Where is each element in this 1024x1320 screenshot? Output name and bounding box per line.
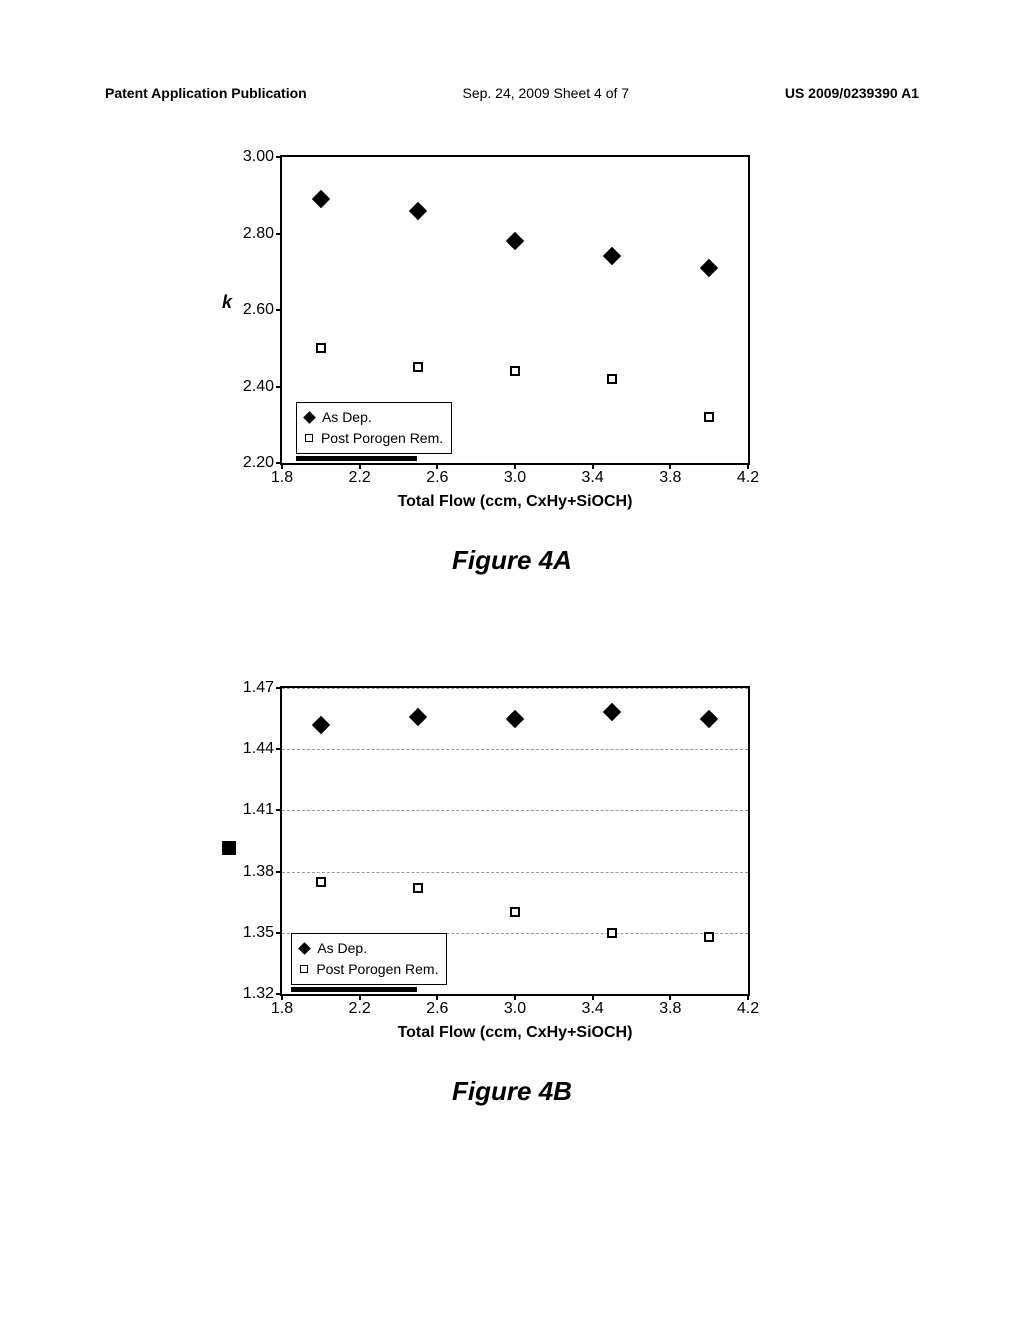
chart-b-ytick: 1.47	[243, 679, 274, 697]
chart-a-point-asdep	[603, 247, 621, 265]
chart-b-point-postporogen	[704, 932, 714, 942]
square-icon	[300, 965, 308, 973]
chart-b-legend-label: Post Porogen Rem.	[316, 959, 438, 980]
chart-a-ytick-mark	[276, 309, 282, 311]
chart-b-xtick: 3.0	[504, 1000, 526, 1018]
chart-a-ytick: 2.40	[243, 378, 274, 396]
chart-b-plot: Total Flow (ccm, CxHy+SiOCH) 1.321.351.3…	[280, 686, 750, 996]
chart-a-legend-item: Post Porogen Rem.	[303, 428, 443, 449]
chart-b-ytick: 1.35	[243, 924, 274, 942]
chart-a-legend: As Dep.Post Porogen Rem.	[296, 402, 452, 454]
chart-a-ytick-mark	[276, 156, 282, 158]
chart-a-legend-underline	[296, 456, 417, 461]
chart-b-xtick: 1.8	[271, 1000, 293, 1018]
chart-a-xtick: 3.8	[659, 469, 681, 487]
chart-a-xtick-mark	[669, 463, 671, 469]
chart-b-point-postporogen	[413, 883, 423, 893]
chart-a-point-postporogen	[607, 374, 617, 384]
chart-a-ytick: 3.00	[243, 148, 274, 166]
chart-b-point-postporogen	[607, 928, 617, 938]
chart-b-point-asdep	[603, 703, 621, 721]
chart-a-ytick: 2.60	[243, 301, 274, 319]
chart-b-x-label: Total Flow (ccm, CxHy+SiOCH)	[398, 1024, 633, 1042]
chart-a-xtick-mark	[436, 463, 438, 469]
chart-b-legend-underline	[291, 987, 417, 992]
chart-a-xtick-mark	[592, 463, 594, 469]
chart-a-point-asdep	[506, 232, 524, 250]
chart-a-xtick-mark	[514, 463, 516, 469]
chart-a-ytick: 2.80	[243, 225, 274, 243]
chart-a-legend-label: Post Porogen Rem.	[321, 428, 443, 449]
header-right: US 2009/0239390 A1	[785, 85, 919, 101]
chart-a-xtick-mark	[359, 463, 361, 469]
chart-b-wrap: Total Flow (ccm, CxHy+SiOCH) 1.32 1.35 1.3…	[0, 686, 1024, 1107]
chart-b-xtick-mark	[592, 994, 594, 1000]
chart-b-caption: Figure 4B	[0, 1076, 1024, 1107]
chart-b-xtick: 3.4	[582, 1000, 604, 1018]
chart-a-plot: k Total Flow (ccm, CxHy+SiOCH) 2.202.402…	[280, 155, 750, 465]
chart-a-xtick-mark	[281, 463, 283, 469]
chart-a-wrap: k Total Flow (ccm, CxHy+SiOCH) 2.20 2.40 2…	[0, 155, 1024, 576]
chart-a-xtick: 2.6	[426, 469, 448, 487]
chart-a-ytick-mark	[276, 233, 282, 235]
chart-a-xtick: 4.2	[737, 469, 759, 487]
page-header: Patent Application Publication Sep. 24, …	[105, 85, 919, 101]
chart-b-legend: As Dep.Post Porogen Rem.	[291, 933, 447, 985]
chart-b-gridline	[282, 688, 748, 689]
chart-a-xtick: 2.2	[349, 469, 371, 487]
chart-a-xtick-mark	[747, 463, 749, 469]
header-center: Sep. 24, 2009 Sheet 4 of 7	[462, 85, 629, 101]
chart-a-point-postporogen	[316, 343, 326, 353]
chart-a-ytick-mark	[276, 386, 282, 388]
chart-a-caption: Figure 4A	[0, 545, 1024, 576]
diamond-icon	[303, 411, 316, 424]
chart-b-xtick: 3.8	[659, 1000, 681, 1018]
chart-a-legend-label: As Dep.	[322, 407, 372, 428]
chart-a-ytick: 2.20	[243, 454, 274, 472]
chart-b-point-postporogen	[316, 877, 326, 887]
chart-b-ytick: 1.44	[243, 740, 274, 758]
chart-b-legend-item: As Dep.	[298, 938, 438, 959]
chart-b-xtick: 4.2	[737, 1000, 759, 1018]
chart-a-point-asdep	[409, 201, 427, 219]
chart-b-legend-label: As Dep.	[317, 938, 367, 959]
diamond-icon	[298, 942, 311, 955]
chart-b-legend-item: Post Porogen Rem.	[298, 959, 438, 980]
chart-b-point-asdep	[312, 716, 330, 734]
chart-b-gridline	[282, 872, 748, 873]
chart-b-ytick: 1.41	[243, 801, 274, 819]
chart-b-point-postporogen	[510, 907, 520, 917]
chart-b-xtick-mark	[669, 994, 671, 1000]
header-left: Patent Application Publication	[105, 85, 307, 101]
chart-b-y-label-block	[222, 841, 236, 855]
page-body: k Total Flow (ccm, CxHy+SiOCH) 2.20 2.40 2…	[0, 130, 1024, 1320]
chart-b-ytick: 1.32	[243, 985, 274, 1003]
chart-a-xtick: 1.8	[271, 469, 293, 487]
chart-a-point-asdep	[700, 259, 718, 277]
chart-a-point-postporogen	[704, 412, 714, 422]
chart-a-xtick: 3.4	[582, 469, 604, 487]
chart-b-xtick: 2.6	[426, 1000, 448, 1018]
chart-a-point-postporogen	[510, 366, 520, 376]
square-icon	[305, 434, 313, 442]
chart-a-y-label: k	[222, 292, 232, 313]
chart-b-point-asdep	[409, 707, 427, 725]
chart-a-point-asdep	[312, 190, 330, 208]
chart-b-xtick-mark	[359, 994, 361, 1000]
chart-b-xtick-mark	[436, 994, 438, 1000]
chart-b-xtick-mark	[281, 994, 283, 1000]
chart-a-xtick: 3.0	[504, 469, 526, 487]
chart-a-point-postporogen	[413, 362, 423, 372]
chart-b-point-asdep	[506, 709, 524, 727]
chart-b-ytick: 1.38	[243, 863, 274, 881]
chart-b-xtick: 2.2	[349, 1000, 371, 1018]
chart-b-xtick-mark	[514, 994, 516, 1000]
chart-b-point-asdep	[700, 709, 718, 727]
chart-b-xtick-mark	[747, 994, 749, 1000]
chart-b-gridline	[282, 749, 748, 750]
chart-a-legend-item: As Dep.	[303, 407, 443, 428]
chart-b-gridline	[282, 810, 748, 811]
chart-a-x-label: Total Flow (ccm, CxHy+SiOCH)	[398, 493, 633, 511]
